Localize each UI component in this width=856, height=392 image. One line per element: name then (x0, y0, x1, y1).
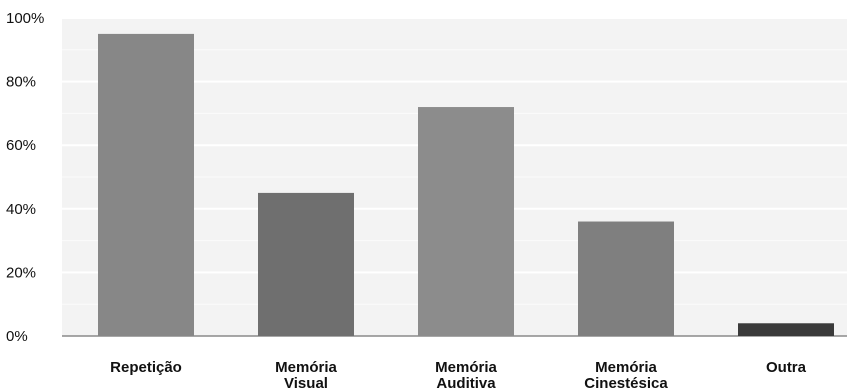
bar (418, 107, 514, 336)
y-tick-label: 100% (6, 10, 44, 27)
bars (98, 33, 834, 337)
x-category-label: Memória Auditiva (435, 359, 497, 392)
x-category-label-line: Memória (435, 359, 497, 376)
bar (578, 221, 674, 336)
x-category-label: Memória Visual (275, 359, 337, 392)
y-tick-label: 40% (6, 201, 36, 218)
x-category-label-line: Auditiva (436, 375, 496, 392)
x-category-label-line: Visual (284, 375, 328, 392)
x-category-label-line: Outra (766, 359, 807, 376)
x-category-label-line: Repetição (110, 359, 182, 376)
x-category-label-line: Cinestésica (584, 375, 668, 392)
y-tick-label: 60% (6, 137, 36, 154)
y-tick-label: 0% (6, 328, 28, 345)
x-category-label: Memória Cinestésica (584, 359, 668, 392)
y-tick-label: 20% (6, 264, 36, 281)
x-category-label-line: Memória (275, 359, 337, 376)
y-axis-ticks: 0% 20% 40% 60% 80% 100% (6, 10, 44, 345)
bar (98, 33, 194, 337)
bar (738, 323, 834, 336)
x-category-label: Outra (766, 359, 807, 376)
bar (258, 192, 354, 336)
x-category-label-line: Memória (595, 359, 657, 376)
x-category-label: Repetição (110, 359, 182, 376)
y-tick-label: 80% (6, 74, 36, 91)
